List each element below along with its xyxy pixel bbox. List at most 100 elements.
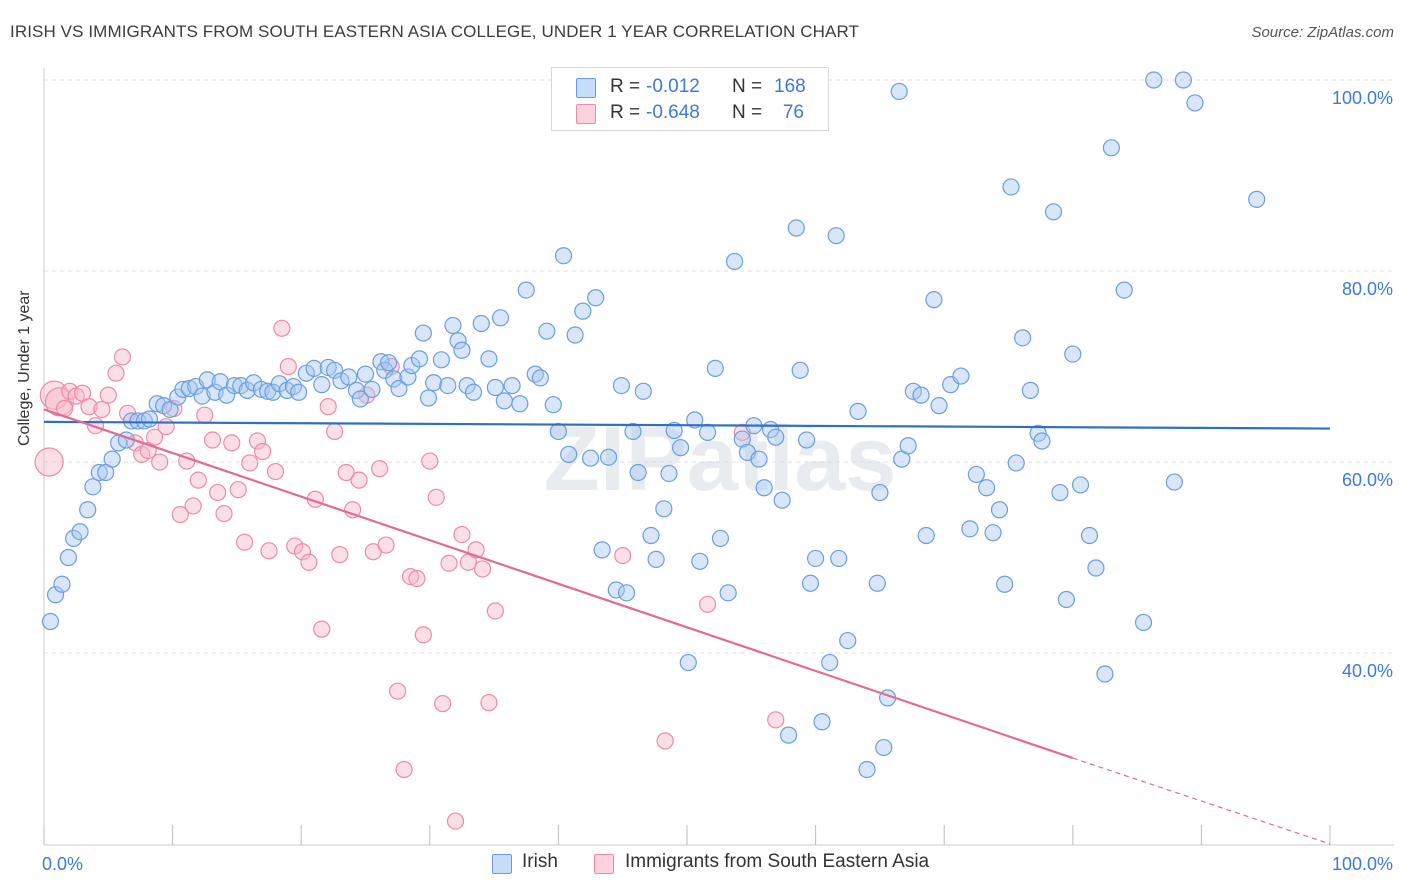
sea-point-53	[377, 536, 395, 554]
irish-point-58	[410, 350, 429, 368]
sea-point-60	[421, 452, 439, 470]
irish-point-117	[773, 491, 791, 509]
irish-point-138	[904, 382, 922, 400]
sea-point-21	[171, 505, 189, 524]
irish-point-3	[59, 548, 78, 567]
irish-point-65	[449, 332, 467, 350]
sea-point-36	[266, 462, 285, 481]
irish-point-130	[858, 760, 876, 779]
sea-point-9	[93, 400, 111, 419]
irish-point-83	[560, 445, 578, 463]
source-credit: Source: ZipAtlas.com	[1251, 24, 1394, 41]
irish-point-59	[414, 324, 432, 342]
sea-point-64	[446, 812, 465, 830]
irish-point-154	[1021, 381, 1039, 399]
sea-point-55	[389, 682, 407, 700]
y-tick-label-100: 100.0%	[1332, 88, 1393, 108]
sea-point-17	[145, 428, 164, 446]
irish-point-167	[1134, 613, 1153, 632]
irish-point-75	[511, 395, 529, 413]
irish-point-96	[642, 526, 660, 545]
irish-point-39	[290, 383, 308, 401]
sea-point-41	[300, 553, 318, 571]
irish-point-132	[868, 574, 886, 592]
irish-r-label: R =	[610, 76, 641, 97]
irish-point-71	[486, 378, 504, 397]
irish-point-123	[806, 549, 825, 568]
irish-point-166	[1115, 281, 1133, 299]
axes	[43, 68, 1394, 846]
irish-point-144	[952, 367, 970, 385]
sea-point-0	[34, 447, 64, 477]
irish-point-108	[719, 584, 737, 602]
sea-point-28	[215, 504, 233, 523]
irish-point-50	[363, 380, 381, 399]
y-tick-label-80: 80.0%	[1342, 279, 1393, 299]
irish-point-171	[1186, 94, 1204, 112]
legend-label-irish: Irish	[522, 851, 558, 872]
sea-point-24	[189, 471, 207, 489]
irish-point-78	[531, 369, 549, 387]
irish-point-46	[340, 368, 358, 386]
irish-point-145	[961, 520, 979, 538]
irish-point-25	[198, 371, 216, 389]
irish-point-120	[791, 361, 809, 379]
x-tick-label-min: 0.0%	[42, 854, 83, 874]
irish-point-44	[326, 361, 344, 379]
irish-point-149	[990, 501, 1009, 519]
irish-point-93	[624, 422, 642, 441]
irish-point-73	[495, 392, 513, 410]
sea-point-12	[113, 348, 132, 366]
y-tick-label-60: 60.0%	[1342, 470, 1393, 490]
y-axis-label-wrap: College, Under 1 year	[16, 290, 34, 446]
sea-point-71	[614, 546, 632, 565]
sea-point-23	[184, 497, 202, 515]
legend-label-sea: Immigrants from South Eastern Asia	[625, 851, 930, 872]
sea-point-45	[326, 422, 344, 441]
irish-point-119	[787, 219, 805, 237]
irish-point-126	[827, 227, 845, 245]
sea-point-40	[293, 543, 312, 561]
irish-point-168	[1145, 71, 1163, 89]
irish-point-70	[480, 350, 498, 368]
irish-point-141	[925, 291, 943, 309]
irish-point-2	[53, 575, 71, 593]
irish-point-158	[1051, 483, 1069, 502]
sea-point-44	[319, 398, 337, 416]
irish-point-139	[912, 386, 930, 404]
sea-point-46	[331, 546, 349, 564]
irish-point-99	[660, 464, 678, 483]
irish-point-104	[691, 552, 709, 570]
irish-point-54	[385, 370, 403, 388]
sea-point-73	[698, 595, 717, 613]
irish-point-103	[686, 411, 704, 429]
sea-point-37	[273, 319, 291, 337]
irish-point-157	[1044, 203, 1063, 221]
sea-r-value: -0.648	[646, 102, 700, 123]
sea-point-65	[453, 525, 471, 544]
series-irish	[41, 71, 1266, 779]
irish-point-74	[503, 377, 521, 395]
sea-point-72	[656, 732, 674, 750]
irish-point-165	[1102, 139, 1120, 157]
irish-point-49	[356, 365, 375, 383]
irish-point-82	[554, 247, 573, 265]
irish-point-10	[103, 450, 121, 468]
irish-point-42	[313, 376, 331, 394]
irish-point-48	[351, 390, 369, 408]
sea-point-62	[434, 695, 452, 713]
legend-swatch-irish	[492, 854, 512, 874]
irish-trend-line	[43, 420, 1331, 430]
sea-point-38	[279, 357, 297, 376]
irish-point-53	[380, 354, 398, 372]
irish-point-4	[64, 529, 83, 548]
sea-point-59	[414, 626, 432, 644]
sea-point-75	[767, 711, 785, 729]
irish-point-160	[1064, 345, 1082, 363]
irish-point-80	[544, 396, 562, 414]
irish-r-value: -0.012	[646, 76, 700, 97]
irish-point-146	[967, 465, 985, 484]
irish-point-45	[332, 372, 350, 390]
irish-point-24	[193, 387, 211, 405]
sea-point-68	[473, 560, 492, 578]
